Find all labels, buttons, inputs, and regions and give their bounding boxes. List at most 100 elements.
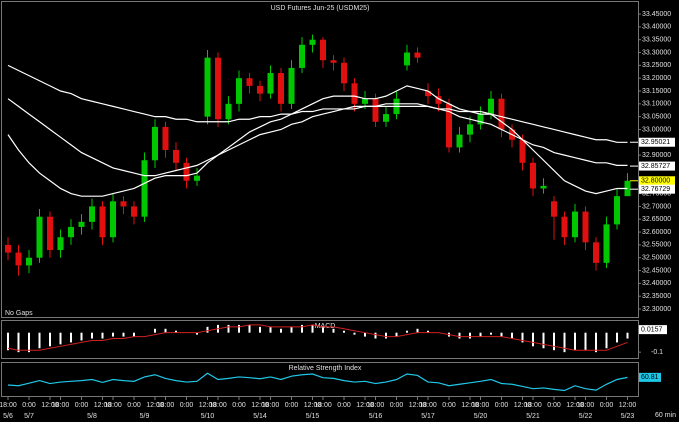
candle-body (320, 39, 326, 61)
date-label: 5/22 (579, 413, 593, 420)
axis-marker-label: 32.95021 (641, 139, 670, 146)
candle-body (267, 73, 274, 94)
x-tick-label: 12:00 (251, 402, 269, 409)
x-tick-label: 0:00 (390, 402, 404, 409)
y-tick-label: 33.10000 (642, 101, 671, 108)
y-tick-label: 32.55000 (642, 242, 671, 249)
x-tick-label: 0:00 (127, 402, 141, 409)
candle-body (467, 124, 473, 135)
candle-body (603, 224, 610, 263)
candle-body (488, 98, 494, 115)
axis-marker-box (639, 184, 675, 194)
macd-last-box (639, 325, 667, 335)
rsi-last-label: 60.81 (641, 374, 659, 381)
y-tick-label: 32.40000 (642, 280, 671, 287)
axis-marker-label: 32.76729 (641, 186, 670, 193)
y-tick-label: 32.60000 (642, 229, 671, 236)
macd-tick-label: -0.1 (651, 349, 663, 356)
candle-body (582, 211, 589, 243)
macd-panel (1, 320, 639, 359)
date-label: 5/21 (526, 413, 540, 420)
y-tick-label: 32.30000 (642, 306, 671, 313)
candle-body (120, 201, 127, 207)
x-tick-label: 0:00 (285, 402, 299, 409)
candle-body (26, 257, 32, 266)
candle-body (246, 78, 253, 86)
x-tick-label: 0:00 (442, 402, 456, 409)
x-tick-label: 0:00 (75, 402, 89, 409)
date-label: 5/14 (253, 413, 267, 420)
moving-average (7, 64, 628, 143)
x-tick-label: 18:00 (52, 402, 70, 409)
x-tick-label: 18:00 (0, 402, 17, 409)
x-tick-label: 0:00 (180, 402, 194, 409)
candle-body (572, 211, 578, 238)
candle-body (78, 221, 85, 227)
rsi-title: Relative Strength Index (289, 365, 362, 372)
axis-marker-label: 32.80000 (641, 178, 670, 185)
x-tick-label: 12:00 (199, 402, 217, 409)
candle-body (299, 44, 305, 68)
date-label: 5/10 (201, 413, 215, 420)
date-label: 5/8 (87, 413, 97, 420)
candle-body (593, 242, 599, 263)
axis-marker-label: 32.85727 (641, 163, 670, 170)
candle-body (383, 114, 389, 122)
x-tick-label: 0:00 (547, 402, 561, 409)
candle-body (372, 98, 379, 122)
candle-body (5, 244, 11, 253)
x-tick-label: 0:00 (495, 402, 509, 409)
date-label: 5/9 (140, 413, 150, 420)
y-tick-label: 33.05000 (642, 113, 671, 120)
candle-body (288, 67, 295, 104)
date-label: 5/7 (24, 413, 34, 420)
date-label: 5/6 (3, 413, 13, 420)
rsi-panel (1, 362, 639, 397)
candle-body (540, 185, 547, 189)
y-tick-label: 33.00000 (642, 126, 671, 133)
candle-body (204, 57, 211, 117)
moving-average (7, 98, 628, 177)
date-label: 5/17 (421, 413, 435, 420)
x-tick-label: 12:00 (94, 402, 112, 409)
rsi-line (7, 372, 628, 392)
candle-body (236, 78, 242, 104)
x-tick-label: 0:00 (232, 402, 246, 409)
x-tick-label: 0:00 (337, 402, 351, 409)
candle-body (162, 126, 169, 150)
y-tick-label: 33.30000 (642, 49, 671, 56)
candle-body (309, 39, 316, 45)
y-tick-label: 32.70000 (642, 203, 671, 210)
y-tick-label: 32.35000 (642, 293, 671, 300)
y-tick-label: 33.20000 (642, 75, 671, 82)
date-label: 5/20 (474, 413, 488, 420)
candle-body (330, 60, 337, 63)
candle-body (47, 216, 53, 251)
x-tick-label: 18:00 (419, 402, 437, 409)
price-panel (1, 1, 639, 318)
candle-body (183, 162, 190, 181)
x-tick-label: 12:00 (514, 402, 532, 409)
candle-body (68, 226, 74, 238)
candle-body (131, 206, 137, 217)
moving-average (7, 85, 628, 197)
x-tick-label: 12:00 (41, 402, 59, 409)
x-tick-label: 18:00 (472, 402, 490, 409)
x-tick-label: 12:00 (619, 402, 637, 409)
x-tick-label: 18:00 (314, 402, 332, 409)
x-tick-label: 18:00 (209, 402, 227, 409)
x-tick-label: 18:00 (262, 402, 280, 409)
candle-body (278, 73, 284, 104)
candle-body (257, 85, 263, 94)
candle-body (425, 91, 431, 97)
chart-title: USD Futures Jun-25 (USDM25) (271, 5, 370, 12)
candle-body (215, 57, 221, 120)
candle-body (351, 83, 358, 104)
candle-body (414, 52, 421, 58)
y-tick-label: 32.65000 (642, 216, 671, 223)
candle-body (446, 103, 452, 148)
y-tick-label: 33.15000 (642, 88, 671, 95)
y-tick-label: 33.40000 (642, 24, 671, 31)
x-tick-label: 12:00 (356, 402, 374, 409)
